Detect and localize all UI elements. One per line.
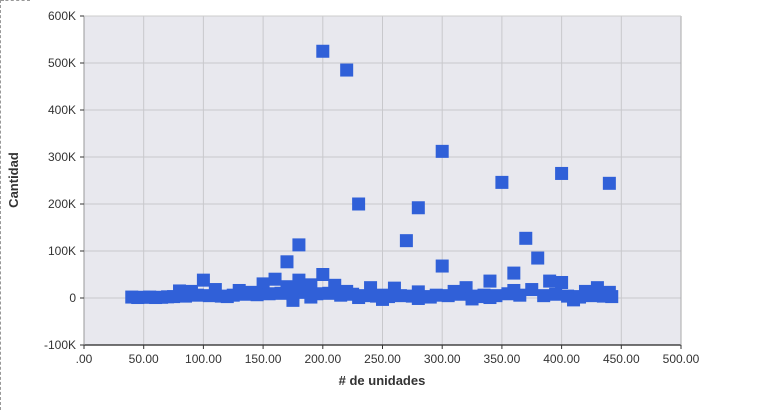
- data-point: [196, 273, 210, 287]
- data-point: [507, 266, 521, 280]
- x-tick-label: 500.00: [663, 352, 700, 366]
- x-tick-label: 50.00: [129, 352, 159, 366]
- data-point: [519, 231, 533, 245]
- x-tick-labels: .00 50.00 100.00 150.00 200.00 250.00 300.00 35…: [76, 345, 700, 366]
- data-point: [268, 272, 282, 286]
- x-tick-label: .00: [76, 352, 93, 366]
- data-point: [274, 286, 288, 300]
- data-point: [322, 286, 336, 300]
- y-tick-label: 400K: [48, 103, 76, 117]
- y-tick-label: 300K: [48, 150, 76, 164]
- data-point: [567, 293, 581, 307]
- data-point: [190, 288, 204, 302]
- y-tick-label: -100K: [44, 338, 76, 352]
- x-tick-label: 300.00: [424, 352, 461, 366]
- data-point: [352, 197, 366, 211]
- data-point: [453, 287, 467, 301]
- data-point: [238, 287, 252, 301]
- data-point: [340, 63, 354, 77]
- data-point: [525, 283, 539, 297]
- data-point: [352, 291, 366, 305]
- data-point: [399, 234, 413, 248]
- y-tick-labels: -100K 0 100K 200K 300K 400K 500K 600K: [44, 9, 84, 352]
- data-point: [256, 277, 270, 291]
- data-point: [393, 289, 407, 303]
- data-point: [501, 287, 515, 301]
- data-point: [435, 259, 449, 273]
- data-point: [316, 44, 330, 58]
- data-point: [602, 176, 616, 190]
- y-tick-label: 500K: [48, 56, 76, 70]
- data-point: [316, 268, 330, 281]
- y-tick-label: 100K: [48, 244, 76, 258]
- x-tick-label: 100.00: [185, 352, 222, 366]
- data-point: [549, 287, 563, 301]
- data-points: [125, 44, 619, 307]
- data-point: [411, 291, 425, 305]
- data-point: [543, 274, 557, 288]
- y-axis-label: Cantidad: [6, 152, 21, 208]
- data-point: [483, 291, 497, 305]
- data-point: [178, 289, 192, 303]
- x-axis-label: # de unidades: [339, 373, 426, 388]
- data-point: [202, 289, 216, 303]
- data-point: [250, 288, 264, 302]
- data-point: [286, 293, 300, 307]
- dashed-frame-top: [0, 0, 30, 2]
- x-tick-label: 350.00: [484, 352, 521, 366]
- data-point: [513, 288, 527, 302]
- x-tick-label: 450.00: [603, 352, 640, 366]
- data-point: [531, 251, 545, 265]
- data-point: [376, 292, 389, 306]
- x-tick-label: 250.00: [364, 352, 401, 366]
- data-point: [537, 289, 551, 303]
- x-tick-label: 200.00: [304, 352, 341, 366]
- data-point: [584, 289, 598, 303]
- data-point: [226, 288, 240, 302]
- data-point: [495, 175, 509, 189]
- data-point: [441, 289, 455, 303]
- data-point: [555, 275, 569, 289]
- data-point: [280, 255, 294, 269]
- data-point: [605, 290, 619, 304]
- data-point: [262, 287, 276, 301]
- data-point: [411, 201, 425, 215]
- x-tick-label: 150.00: [245, 352, 282, 366]
- y-tick-label: 0: [69, 291, 76, 305]
- data-point: [292, 238, 306, 252]
- data-point: [304, 290, 318, 304]
- data-point: [465, 292, 479, 306]
- y-tick-label: 200K: [48, 197, 76, 211]
- x-tick-label: 400.00: [543, 352, 580, 366]
- data-point: [435, 144, 449, 158]
- data-point: [555, 166, 569, 180]
- data-point: [334, 288, 348, 302]
- data-point: [483, 274, 497, 288]
- data-point: [292, 273, 306, 287]
- data-point: [167, 290, 181, 304]
- y-tick-label: 600K: [48, 9, 76, 23]
- data-point: [429, 288, 443, 302]
